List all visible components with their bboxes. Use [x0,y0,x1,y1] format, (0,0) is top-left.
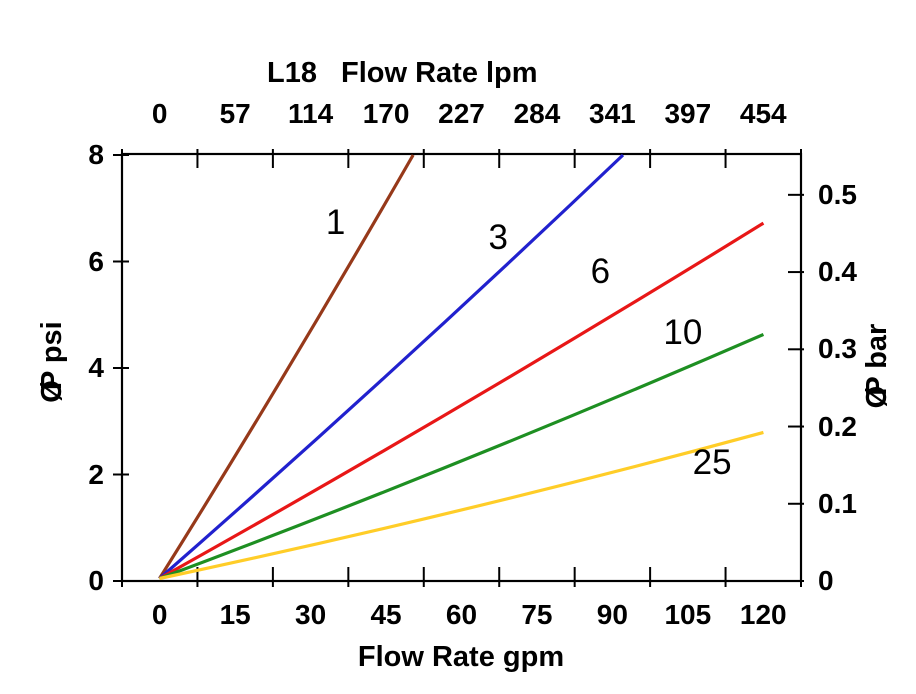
top-tick-label-397: 397 [664,98,712,129]
bottom-tick-label-120: 120 [739,599,787,630]
chart-title: L18 [267,57,317,89]
right-axis-title: ØP bar [861,256,893,476]
series-line-25 [159,430,764,581]
right-tick-label-0.3: 0.3 [818,333,857,365]
right-tick-label-0.4: 0.4 [818,256,857,288]
right-tick-label-0: 0 [818,565,834,596]
chart-title-row: L18 Flow Rate lpm [267,58,538,89]
top-tick-label-114: 114 [288,98,334,129]
top-tick-label-227: 227 [438,98,485,129]
top-axis-title: Flow Rate lpm [340,57,538,89]
series-label-25: 25 [692,442,732,482]
series-label-3: 3 [488,218,508,258]
bottom-tick-label-90: 90 [596,599,628,630]
top-tick-label-341: 341 [589,98,636,129]
bottom-tick-label-0: 0 [151,599,168,630]
series-line-10 [158,332,765,580]
top-tick-label-170: 170 [362,98,410,129]
right-axis-title-text: P bar [861,323,893,396]
left-tick-label-0: 0 [88,565,104,596]
top-tick-label-0: 0 [151,98,168,129]
top-tick-label-57: 57 [219,98,251,129]
bottom-tick-label-15: 15 [219,599,251,630]
left-tick-label-8: 8 [88,139,104,170]
bottom-tick-label-45: 45 [370,599,402,630]
bottom-tick-label-105: 105 [664,599,712,630]
left-tick-label-4: 4 [88,352,104,383]
left-axis-title-text: P psi [36,321,68,391]
bottom-tick-label-30: 30 [295,599,327,630]
left-tick-label-2: 2 [88,458,104,490]
series-label-6: 6 [590,252,611,292]
right-tick-label-0.1: 0.1 [818,487,857,519]
left-tick-label-6: 6 [88,245,104,277]
top-tick-label-454: 454 [739,98,787,129]
bottom-tick-label-60: 60 [445,599,478,630]
right-tick-label-0.5: 0.5 [818,178,857,210]
series-line-6 [158,221,765,580]
series-label-1: 1 [325,203,346,243]
bottom-tick-label-75: 75 [521,599,553,630]
series-label-10: 10 [663,312,703,352]
bottom-axis-title: Flow Rate gpm [357,641,565,673]
plot-frame [120,152,803,583]
right-tick-label-0.2: 0.2 [818,410,857,442]
series-line-1 [158,154,415,580]
left-axis-title: ØP psi [36,252,68,472]
series-line-3 [158,153,625,580]
top-tick-label-284: 284 [513,98,561,129]
